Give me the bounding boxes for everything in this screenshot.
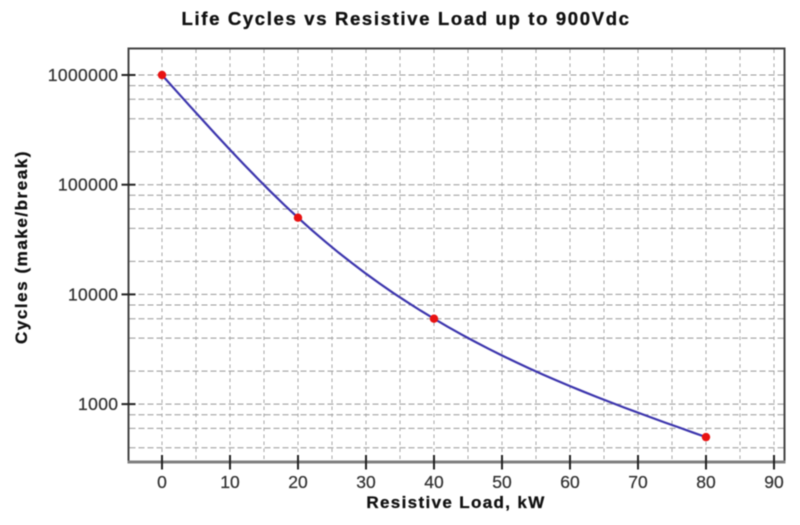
svg-text:20: 20: [288, 472, 308, 492]
svg-text:30: 30: [356, 472, 376, 492]
svg-text:50: 50: [492, 472, 512, 492]
svg-text:Life Cycles vs Resistive Load: Life Cycles vs Resistive Load up to 900V…: [182, 8, 631, 29]
svg-text:10000: 10000: [68, 284, 118, 304]
svg-text:90: 90: [764, 472, 784, 492]
svg-text:10: 10: [220, 472, 240, 492]
svg-text:40: 40: [424, 472, 444, 492]
svg-text:Resistive Load, kW: Resistive Load, kW: [366, 493, 545, 512]
svg-text:1000000: 1000000: [48, 65, 119, 85]
svg-text:Cycles (make/break): Cycles (make/break): [12, 150, 31, 344]
svg-text:70: 70: [628, 472, 648, 492]
svg-text:0: 0: [157, 472, 167, 492]
svg-text:1000: 1000: [78, 394, 118, 414]
svg-text:100000: 100000: [58, 175, 119, 195]
svg-text:60: 60: [560, 472, 580, 492]
svg-text:80: 80: [696, 472, 716, 492]
